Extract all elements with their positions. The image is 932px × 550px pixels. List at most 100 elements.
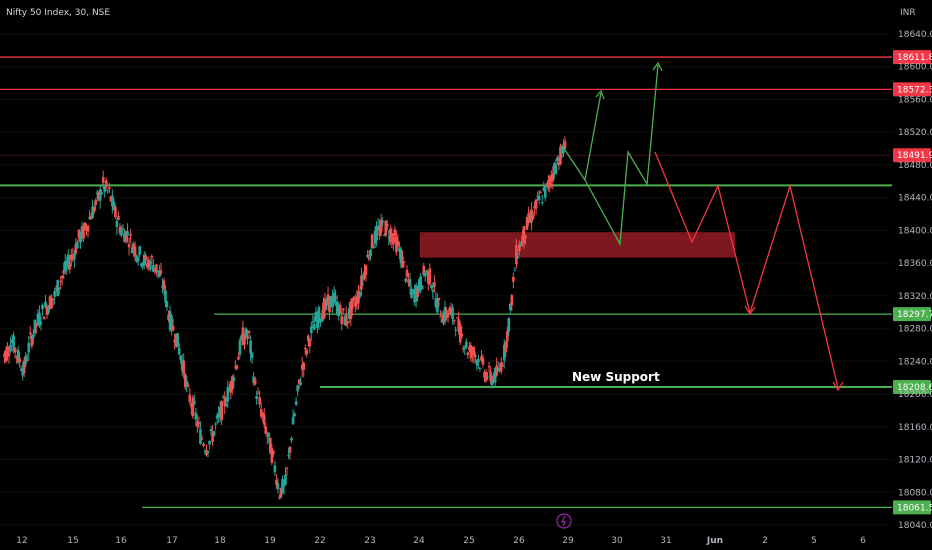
- candle: [430, 284, 433, 290]
- candle-body: [272, 450, 275, 455]
- candle-body: [156, 270, 160, 273]
- candle-body: [48, 296, 52, 310]
- candle: [200, 435, 204, 441]
- candle-body: [111, 195, 114, 207]
- y-tick-label: 18400.00: [898, 226, 932, 236]
- candle: [439, 310, 442, 318]
- candle-body: [352, 297, 356, 301]
- candle-body: [244, 328, 248, 339]
- candle-body: [338, 304, 342, 313]
- candle: [133, 241, 137, 262]
- candle-body: [505, 331, 509, 342]
- x-axis: 12 15 16 17 18 19 22 23 24 25 26 29 30 31 Jun 2 5 6: [16, 536, 866, 546]
- candle: [62, 262, 66, 279]
- candle: [10, 334, 14, 345]
- candle: [390, 227, 394, 249]
- candle: [241, 320, 245, 346]
- candle-body: [452, 319, 456, 322]
- candle-body: [232, 377, 236, 382]
- candle-body: [443, 306, 447, 322]
- candle-body: [402, 261, 406, 263]
- candle-body: [278, 497, 281, 499]
- candle-body: [68, 262, 72, 270]
- candle: [76, 239, 79, 249]
- candle: [164, 285, 167, 308]
- candle-body: [291, 416, 295, 425]
- candle-body: [91, 206, 94, 219]
- candle-body: [367, 257, 371, 260]
- candle: [27, 335, 31, 361]
- candle: [323, 292, 327, 319]
- candle-body: [170, 315, 173, 330]
- y-tick-label: 18520.00: [898, 128, 932, 138]
- candle: [364, 264, 368, 282]
- candle-body: [129, 233, 132, 236]
- candle: [276, 477, 280, 494]
- candle-body: [425, 270, 429, 272]
- candle-body: [24, 355, 28, 364]
- candle-body: [316, 316, 319, 329]
- candle: [451, 304, 454, 325]
- candle: [317, 305, 321, 330]
- candle: [177, 342, 181, 356]
- candle: [553, 161, 556, 180]
- candle-body: [243, 338, 246, 345]
- y-tick-label: 18640.00: [898, 30, 932, 40]
- candle-body: [355, 296, 359, 305]
- candle-body: [385, 224, 389, 227]
- candle-body: [468, 346, 471, 351]
- candle-body: [413, 291, 416, 303]
- candle: [218, 401, 222, 423]
- candle: [7, 345, 11, 364]
- candle-body: [246, 336, 249, 339]
- x-tick-label: 18: [214, 536, 226, 546]
- candle: [423, 270, 427, 282]
- candle-body: [95, 192, 99, 195]
- candle: [296, 384, 299, 397]
- candle-body: [300, 364, 304, 370]
- candle-body: [501, 364, 505, 366]
- candle: [238, 337, 242, 358]
- y-tick-label: 18560.00: [898, 95, 932, 105]
- candle-body: [484, 372, 488, 381]
- candle-body: [145, 263, 149, 268]
- candle-body: [531, 215, 535, 220]
- lightning-icon[interactable]: [556, 513, 572, 529]
- candle: [524, 234, 527, 245]
- candle-body: [546, 180, 550, 189]
- candle: [472, 345, 476, 364]
- candle-body: [238, 340, 242, 355]
- candle-body: [436, 298, 439, 313]
- candle-body: [73, 253, 76, 260]
- candle: [234, 360, 237, 371]
- candle-body: [141, 262, 145, 267]
- candle-body: [469, 345, 473, 359]
- candle-body: [366, 254, 369, 258]
- candle: [117, 211, 120, 221]
- candle-body: [358, 292, 362, 297]
- candle: [474, 352, 477, 363]
- candle: [226, 380, 230, 409]
- candle-body: [35, 322, 38, 326]
- candle-body: [357, 291, 360, 304]
- candle-body: [59, 280, 62, 282]
- price-badge-bg: [893, 307, 931, 322]
- candle: [240, 333, 243, 342]
- candle-body: [445, 309, 448, 319]
- price-badge-label: 18297.70: [897, 310, 932, 320]
- candle-body: [449, 307, 453, 311]
- candle: [320, 309, 324, 322]
- candle: [290, 436, 293, 444]
- candle-body: [158, 271, 161, 277]
- candle: [449, 302, 453, 317]
- candle: [510, 294, 514, 312]
- candle-body: [215, 415, 219, 419]
- candle: [501, 362, 505, 368]
- candle-body: [205, 450, 208, 456]
- candle-body: [466, 352, 470, 356]
- candle: [454, 326, 457, 337]
- candle-body: [212, 431, 216, 436]
- candle-body: [349, 302, 353, 319]
- candle: [101, 170, 105, 189]
